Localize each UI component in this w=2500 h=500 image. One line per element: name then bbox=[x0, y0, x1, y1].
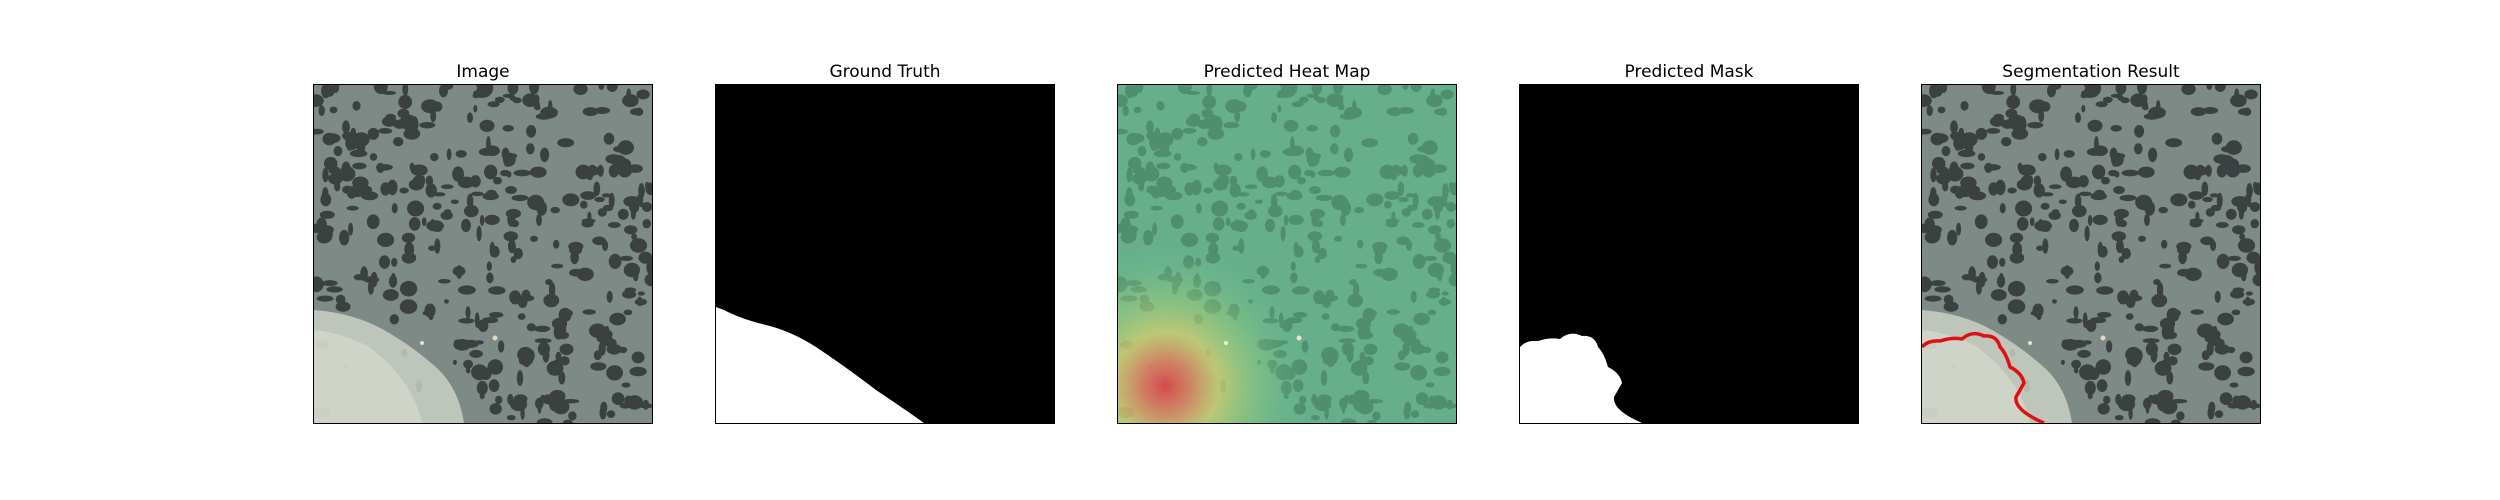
segmentation-contour bbox=[1922, 331, 2045, 423]
panel-title-segmentation-result: Segmentation Result bbox=[2002, 62, 2180, 82]
aerial-image bbox=[313, 84, 653, 424]
panel-image: Image bbox=[313, 60, 653, 440]
panel-heat-map: Predicted Heat Map bbox=[1117, 60, 1457, 440]
panel-predicted-mask: Predicted Mask bbox=[1519, 60, 1859, 440]
panel-title-ground-truth: Ground Truth bbox=[829, 62, 941, 82]
panel-title-predicted-mask: Predicted Mask bbox=[1624, 62, 1754, 82]
panel-title-image: Image bbox=[456, 62, 510, 82]
panel-title-heat-map: Predicted Heat Map bbox=[1203, 62, 1371, 82]
ground-truth-mask bbox=[715, 84, 1055, 424]
heatmap-overlay bbox=[1117, 84, 1457, 424]
predicted-mask bbox=[1519, 84, 1859, 424]
panel-ground-truth: Ground Truth bbox=[715, 60, 1055, 440]
panel-segmentation-result: Segmentation Result bbox=[1921, 60, 2261, 440]
segmentation-overlay bbox=[1921, 84, 2261, 424]
